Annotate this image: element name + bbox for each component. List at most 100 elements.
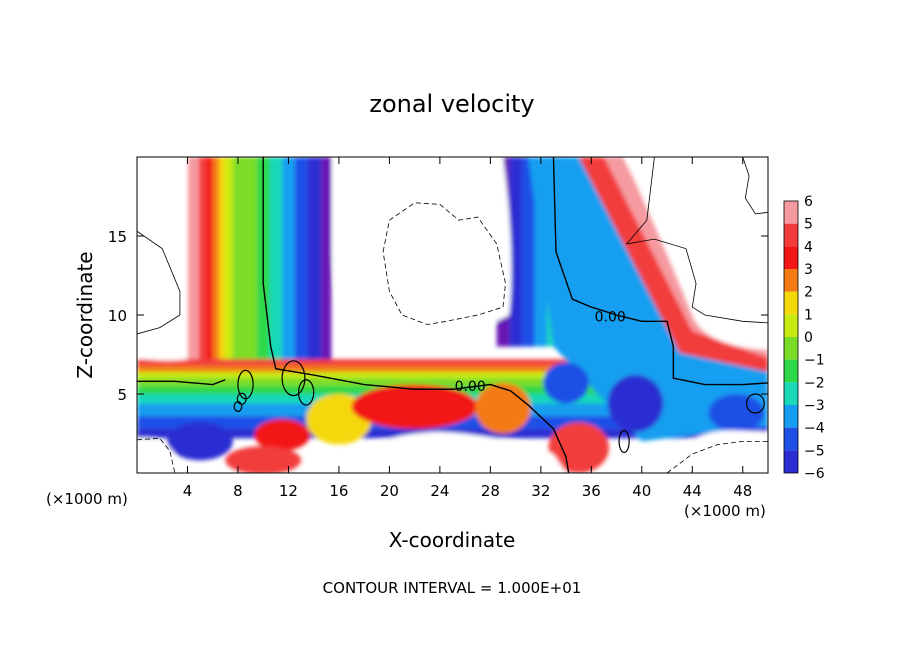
contour-lines (137, 157, 768, 473)
field-layer (137, 359, 768, 366)
dashed-contour-sw (137, 437, 176, 473)
negative-pool (607, 375, 664, 432)
colorbar-tick-label: −2 (804, 375, 825, 391)
z-unit-label: (×1000 m) (684, 502, 766, 520)
positive-burst (254, 419, 310, 451)
colorbar-swatch (784, 291, 798, 315)
field-band (294, 157, 308, 379)
field-plume (509, 157, 522, 347)
zero-contour-main (262, 157, 570, 473)
y-axis: 5 10 15 (108, 228, 768, 404)
contour-closed-loop (745, 393, 765, 414)
colorbar: 6 5 4 3 2 1 0 −1 −2 −3 −4 −5 −6 (783, 194, 825, 482)
field-band (187, 157, 199, 379)
contour-closed-loop (237, 369, 254, 400)
field-band (225, 157, 233, 379)
field-band (282, 157, 295, 379)
colorbar-swatch (784, 223, 798, 247)
field-band (198, 157, 207, 379)
x-tick-label: 28 (481, 482, 500, 500)
chart-title: zonal velocity (369, 90, 534, 118)
field-band (307, 157, 322, 379)
shear-zone-positive (578, 157, 768, 372)
contour-interval-note: CONTOUR INTERVAL = 1.000E+01 (323, 579, 582, 597)
contour-closed-loop (281, 360, 306, 397)
colorbar-tick-label: 6 (804, 194, 813, 210)
colorbar-swatch (784, 246, 798, 269)
colorbar-swatch (784, 382, 798, 405)
field-band (321, 157, 332, 379)
contour-label: 0.00 (455, 379, 486, 395)
x-tick-label: 32 (531, 482, 550, 500)
contour-closed-loop (233, 401, 243, 412)
x-tick-label: 36 (582, 482, 601, 500)
contour-closed-loop (297, 379, 315, 406)
field-plume (521, 157, 535, 347)
colorbar-tick-label: 4 (804, 239, 813, 255)
field-layer (137, 378, 768, 387)
x-axis: 4 8 12 16 20 24 28 32 36 40 44 48 (183, 157, 752, 500)
x-tick-label: 4 (183, 482, 193, 500)
colorbar-swatch (784, 314, 798, 337)
zero-contour-west (137, 379, 226, 386)
colorbar-tick-label: −5 (804, 443, 825, 459)
field-band (245, 157, 257, 379)
contour-line-west (137, 230, 181, 335)
zero-contour-east (552, 157, 768, 386)
colorbar-swatch (784, 201, 798, 224)
x-tick-label: 12 (279, 482, 298, 500)
colorbar-swatch (784, 405, 798, 428)
calm-region-south (338, 431, 567, 473)
contour-labels: 0.00 0.00 (455, 310, 626, 396)
x-tick-label: 44 (683, 482, 702, 500)
shear-zone-edge (603, 157, 768, 358)
colorbar-tick-label: 0 (804, 330, 813, 346)
colorbar-tick-label: −6 (804, 466, 825, 482)
field-blobs (137, 157, 768, 473)
calm-region-west (137, 157, 188, 361)
field-band (232, 157, 246, 379)
x-tick-label: 16 (329, 482, 348, 500)
colorbar-tick-label: 1 (804, 307, 813, 323)
colorbar-swatch (784, 269, 798, 292)
y-tick-label: 10 (108, 307, 127, 325)
colorbar-swatch (784, 359, 798, 383)
x-tick-label: 48 (733, 482, 752, 500)
colorbar-tick-label: −3 (804, 398, 825, 414)
field-layer (137, 371, 768, 379)
field-band (206, 157, 213, 379)
x-tick-label: 24 (430, 482, 449, 500)
positive-burst (225, 446, 302, 473)
field-band (219, 157, 226, 379)
field-band (212, 157, 220, 379)
contour-line-east (625, 157, 768, 324)
colorbar-tick-label: −4 (804, 421, 825, 437)
x-tick-label: 8 (233, 482, 243, 500)
plot-area (136, 156, 769, 474)
shear-zone (528, 157, 768, 442)
colorbar-swatch (784, 427, 798, 451)
field-band (269, 157, 283, 379)
x-axis-title: X-coordinate (389, 528, 516, 552)
negative-pool (543, 362, 589, 404)
y-tick-label: 15 (108, 228, 127, 246)
y-tick-label: 5 (117, 386, 127, 404)
negative-pool (167, 422, 233, 461)
calm-region-center (332, 157, 512, 335)
dashed-contour-se (666, 441, 768, 473)
positive-burst (351, 384, 478, 429)
calm-region-sw (137, 437, 175, 473)
colorbar-tick-label: 3 (804, 262, 813, 278)
field-layer (137, 365, 768, 372)
colorbar-tick-label: 2 (804, 285, 813, 301)
colorbar-tick-label: −1 (804, 353, 825, 369)
dashed-contour-center (382, 202, 506, 325)
contour-closed-loop (618, 429, 630, 454)
negative-pool (708, 394, 765, 432)
velocity-field (137, 157, 768, 473)
contour-label: 0.00 (595, 310, 626, 326)
calm-region-east (624, 157, 768, 350)
x-tick-label: 40 (632, 482, 651, 500)
colorbar-frame (783, 200, 799, 474)
